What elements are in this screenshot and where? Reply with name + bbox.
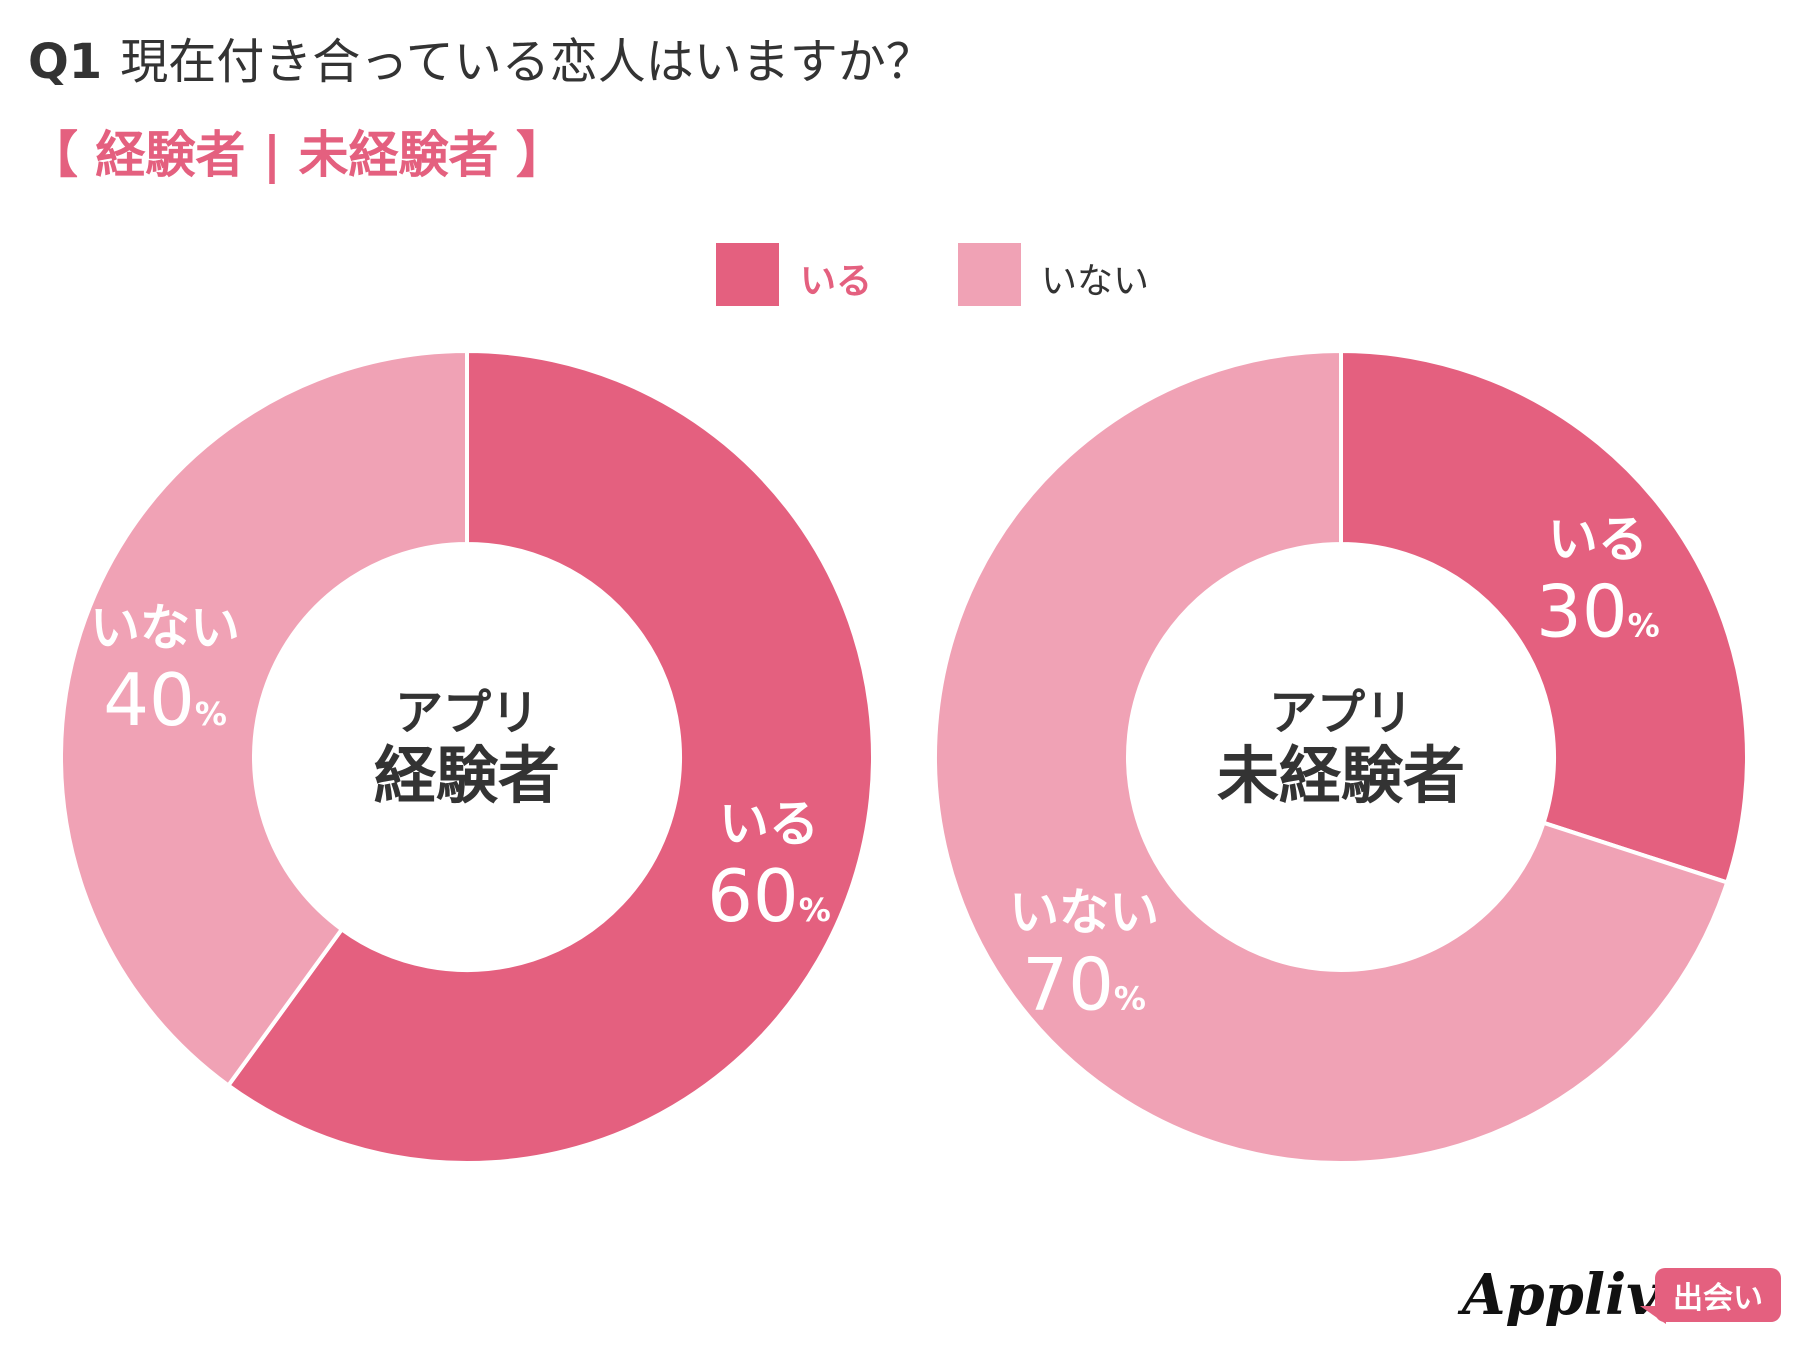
question-text: 現在付き合っている恋人はいますか？ [120, 34, 934, 90]
slice-label: いる [719, 795, 819, 853]
donut-slice-0-0 [225, 348, 875, 1165]
chart-title: Q1 現在付き合っている恋人はいますか？ [28, 22, 934, 92]
donut-slice-1-0 [1339, 348, 1749, 885]
center-label-bottom: 未経験者 [1217, 739, 1465, 812]
slice-value: 60% [707, 854, 831, 938]
center-label-top: アプリ [1269, 685, 1413, 741]
center-label-bottom: 経験者 [374, 739, 560, 812]
slice-value: 40% [103, 658, 227, 742]
legend-label-inai: いない [1041, 261, 1150, 302]
logo-badge: 出会い [1655, 1268, 1781, 1322]
slice-value: 70% [1022, 943, 1146, 1027]
chart-subtitle: 【 経験者 | 未経験者 】 [28, 126, 566, 184]
center-label-top: アプリ [395, 685, 539, 741]
donut-slice-0-1 [59, 348, 469, 1089]
question-number: Q1 [28, 34, 103, 90]
appliv-logo: Appliv [1462, 1262, 1659, 1328]
slice-label: いる [1548, 510, 1648, 568]
slice-label: いない [1009, 884, 1159, 942]
legend-swatch-iru [716, 243, 779, 306]
slice-label: いない [90, 599, 240, 657]
legend-swatch-inai [958, 243, 1021, 306]
legend-label-iru: いる [800, 261, 873, 302]
donut-slice-1-1 [933, 348, 1730, 1165]
slice-value: 30% [1536, 569, 1660, 653]
